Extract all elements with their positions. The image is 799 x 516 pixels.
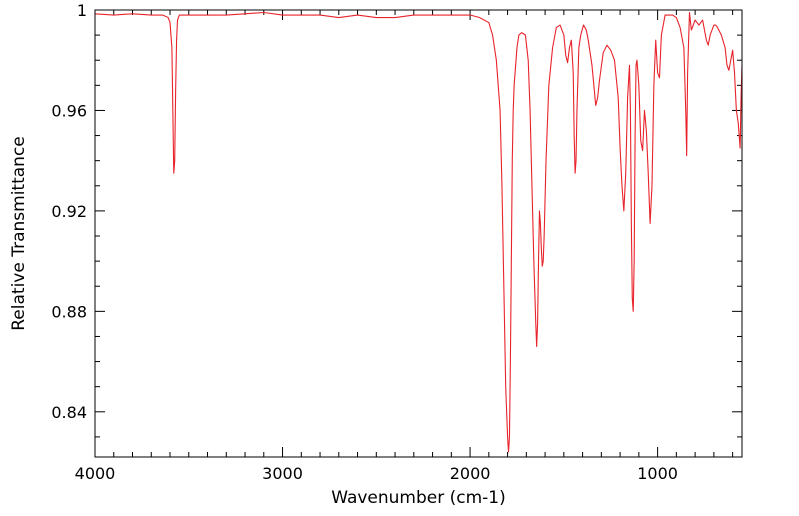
y-tick-label: 0.96 xyxy=(51,101,87,120)
x-tick-label: 1000 xyxy=(637,464,678,483)
y-tick-label: 0.84 xyxy=(51,403,87,422)
axis-tick-labels: 4000 3000 2000 1000 0.84 0.88 0.92 0.96 1 xyxy=(51,1,678,483)
y-axis-title: Relative Transmittance xyxy=(9,136,29,331)
x-tick-label: 3000 xyxy=(262,464,303,483)
y-tick-label: 0.92 xyxy=(51,202,87,221)
x-tick-label: 2000 xyxy=(450,464,491,483)
spectrum-series xyxy=(94,11,743,453)
x-tick-label: 4000 xyxy=(75,464,116,483)
y-tick-label: 1 xyxy=(77,1,87,20)
spectrum-line xyxy=(94,11,743,453)
x-axis-title: Wavenumber (cm-1) xyxy=(331,488,506,508)
plot-frame xyxy=(94,9,743,458)
y-tick-label: 0.88 xyxy=(51,302,87,321)
axis-ticks xyxy=(94,9,742,457)
